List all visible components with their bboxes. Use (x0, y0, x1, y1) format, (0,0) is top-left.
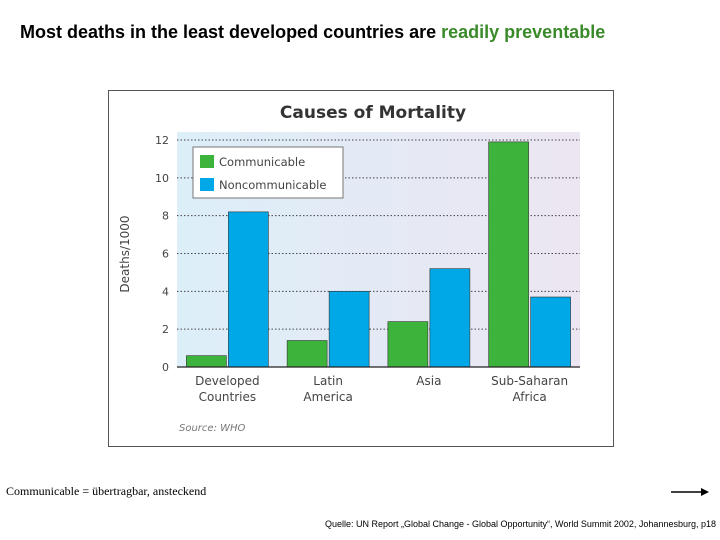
legend-label-noncommunicable: Noncommunicable (219, 178, 326, 192)
slide-title: Most deaths in the least developed count… (20, 22, 605, 43)
y-tick-label: 10 (155, 172, 169, 185)
slide-title-highlight: readily preventable (441, 22, 606, 42)
source-citation: Quelle: UN Report „Global Change - Globa… (324, 519, 716, 529)
bar-noncommunicable-sub-saharan-africa (530, 296, 571, 368)
legend-swatch-communicable (200, 155, 214, 168)
legend-label-communicable: Communicable (219, 155, 305, 169)
y-tick-label: 12 (155, 134, 169, 147)
arrow-right-icon[interactable] (670, 486, 710, 498)
legend: Communicable Noncommunicable (192, 146, 344, 199)
bar-communicable-latin-america (286, 340, 328, 368)
chart-title: Causes of Mortality (280, 103, 466, 123)
y-tick-label: 8 (162, 210, 169, 223)
bar-communicable-developed-countries (186, 355, 227, 368)
bar-noncommunicable-asia (429, 268, 471, 368)
footnote: Communicable = übertragbar, ansteckend (6, 484, 207, 498)
bar-communicable-sub-saharan-africa (488, 141, 529, 368)
x-tick-label: Asia (416, 374, 441, 388)
bar-noncommunicable-latin-america (328, 291, 370, 368)
y-tick-label: 0 (162, 361, 169, 374)
mortality-chart: Causes of Mortality 0 2 4 6 8 10 12 Developed Co… (118, 103, 580, 434)
slide-title-text: Most deaths in the least developed count… (20, 22, 442, 42)
bar-communicable-asia (387, 321, 429, 368)
x-tick-label: Latin America (303, 374, 353, 404)
y-tick-label: 6 (162, 248, 169, 261)
y-axis-label: Deaths/1000 (118, 215, 132, 292)
y-tick-label: 2 (162, 323, 169, 336)
legend-swatch-noncommunicable (200, 178, 214, 191)
bar-noncommunicable-developed-countries (228, 211, 269, 368)
chart-frame: Causes of Mortality 0 2 4 6 8 10 12 Developed Co… (108, 90, 614, 447)
y-tick-label: 4 (162, 285, 169, 298)
legend-box (192, 146, 344, 199)
x-tick-label: Sub-Saharan Africa (491, 374, 568, 404)
x-tick-label: Developed Countries (195, 374, 259, 404)
chart-source: Source: WHO (179, 423, 246, 434)
